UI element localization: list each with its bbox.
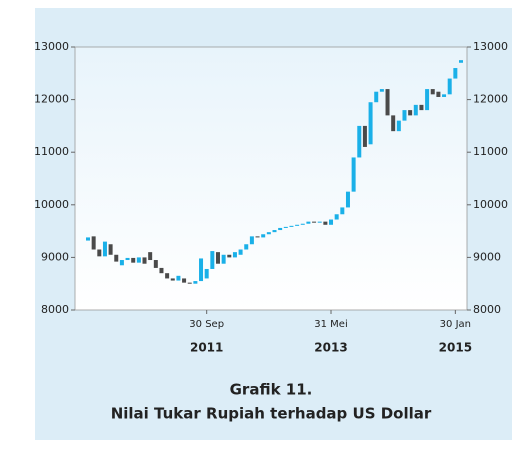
- candle: [447, 78, 452, 95]
- year-label: 2011: [190, 341, 223, 355]
- candle: [334, 214, 339, 220]
- candle: [323, 221, 328, 225]
- candle: [272, 230, 277, 233]
- candle: [249, 236, 254, 245]
- candle: [193, 281, 198, 284]
- candle: [102, 241, 107, 257]
- candle: [136, 257, 141, 263]
- candle: [153, 260, 158, 268]
- candle: [425, 89, 430, 111]
- year-label: 2015: [439, 341, 472, 355]
- y-tick-label: 13000: [34, 40, 69, 53]
- candle: [459, 60, 463, 63]
- candle: [442, 94, 447, 97]
- candle: [413, 104, 418, 116]
- caption-number: Grafik 11.: [230, 381, 313, 399]
- y2-tick-label: 11000: [473, 145, 508, 158]
- candle: [306, 221, 311, 224]
- candle: [340, 207, 345, 215]
- candle: [278, 227, 283, 231]
- x-tick-label: 30 Sep: [189, 319, 224, 330]
- candle: [430, 89, 435, 95]
- candle: [244, 244, 249, 250]
- candle: [119, 260, 124, 266]
- year-label: 2013: [314, 341, 347, 355]
- candle: [204, 268, 209, 279]
- chart-title: Nilai Tukar Rupiah terhadap US Dollar: [111, 405, 432, 423]
- candle: [176, 275, 181, 281]
- candle: [396, 120, 401, 132]
- candle: [289, 225, 294, 227]
- candle: [108, 244, 113, 255]
- candle: [232, 252, 237, 258]
- candle: [300, 223, 305, 225]
- candle: [221, 254, 226, 264]
- y2-tick-label: 13000: [473, 40, 508, 53]
- y-tick-label: 11000: [34, 145, 69, 158]
- candle: [215, 252, 220, 264]
- candle: [368, 102, 373, 145]
- candle: [391, 115, 396, 132]
- candle: [317, 221, 322, 223]
- x-tick-label: 30 Jan: [440, 319, 471, 330]
- candle: [408, 110, 413, 116]
- candle: [379, 89, 384, 92]
- y-tick-label: 10000: [34, 198, 69, 211]
- candle: [187, 282, 192, 284]
- candle: [131, 257, 136, 263]
- candle: [114, 254, 119, 262]
- y-tick-label: 8000: [41, 303, 69, 316]
- candle: [419, 104, 424, 111]
- candle: [266, 232, 271, 235]
- y-tick-label: 12000: [34, 93, 69, 106]
- plot-area: [74, 46, 468, 311]
- y2-tick-label: 9000: [473, 250, 501, 263]
- candle: [238, 249, 243, 255]
- candle: [385, 89, 390, 116]
- candle: [199, 258, 204, 282]
- candle: [148, 252, 153, 261]
- candle: [165, 273, 170, 279]
- candle: [402, 110, 407, 121]
- y-tick-label: 9000: [41, 250, 69, 263]
- candle: [374, 91, 379, 103]
- candle: [351, 157, 356, 192]
- candle: [283, 226, 288, 228]
- candle: [295, 224, 300, 226]
- candle: [125, 257, 130, 261]
- candle: [159, 267, 164, 274]
- candle: [255, 236, 260, 238]
- candle: [436, 91, 441, 97]
- candle: [170, 278, 175, 281]
- y2-tick-label: 12000: [473, 93, 508, 106]
- candle: [261, 234, 266, 238]
- candle: [329, 219, 334, 225]
- candle: [357, 125, 362, 158]
- candle: [227, 254, 232, 258]
- y2-tick-label: 10000: [473, 198, 508, 211]
- candle: [210, 251, 215, 269]
- candle: [182, 278, 187, 283]
- candle: [142, 257, 147, 264]
- candle: [453, 68, 458, 79]
- candle: [345, 191, 350, 208]
- candle: [97, 249, 102, 257]
- candle: [86, 237, 90, 241]
- y2-tick-label: 8000: [473, 303, 501, 316]
- candle: [312, 221, 317, 223]
- x-tick-label: 31 Mei: [314, 319, 347, 330]
- candle: [362, 125, 367, 147]
- candle: [91, 236, 96, 250]
